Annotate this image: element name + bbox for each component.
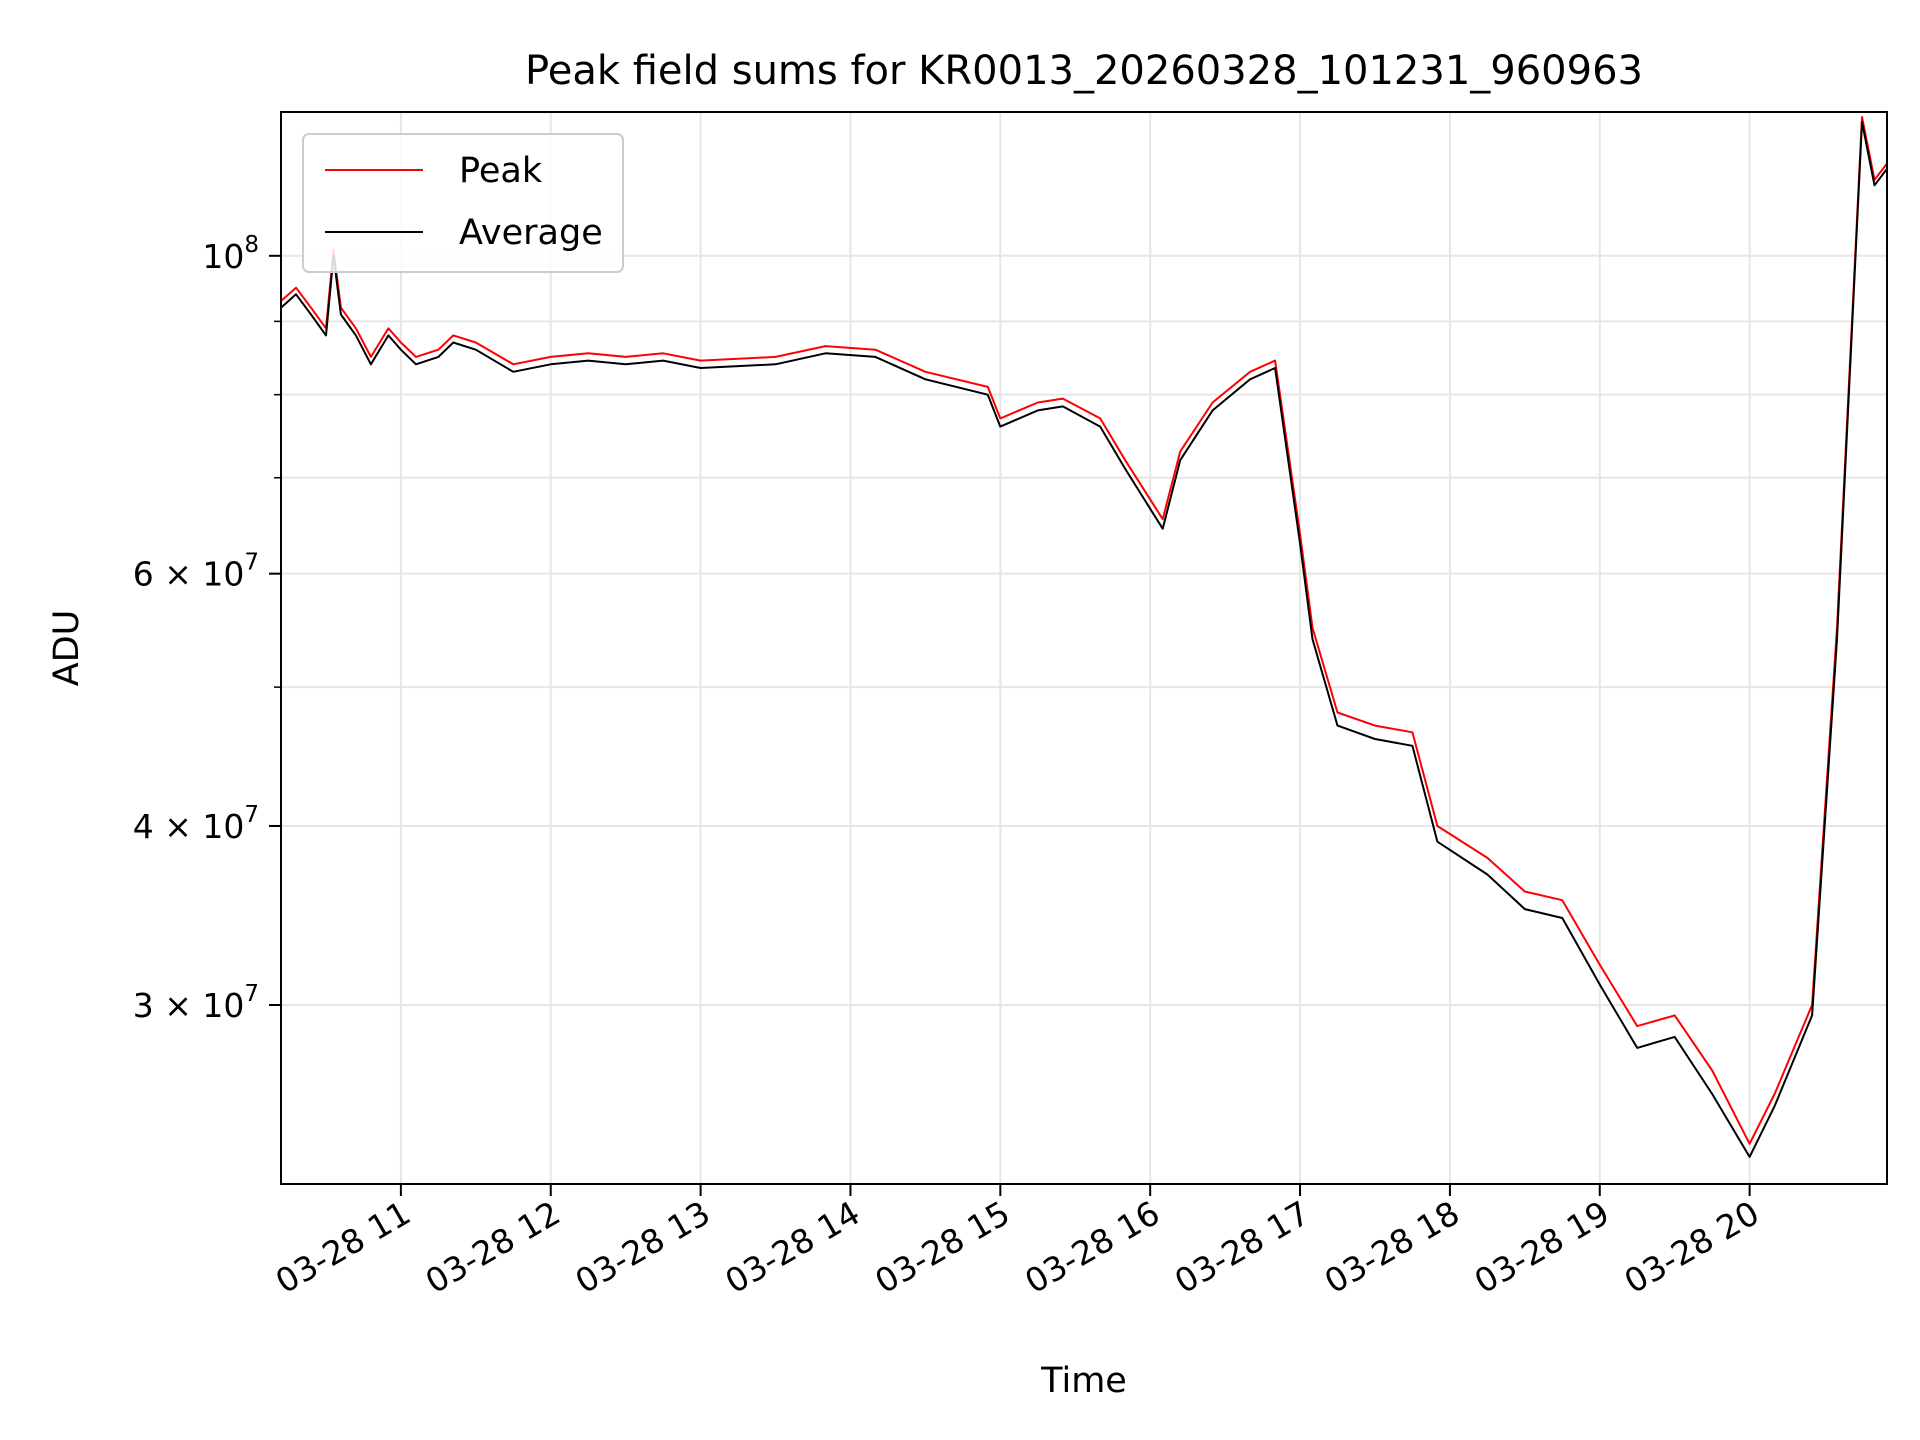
legend: Peak Average [302, 133, 624, 273]
grid-layer [281, 112, 1887, 1184]
chart-title: Peak field sums for KR0013_20260328_1012… [525, 48, 1643, 94]
x-axis-label: Time [1040, 1361, 1127, 1401]
legend-box [302, 133, 624, 273]
legend-label-peak: Peak [459, 151, 543, 191]
series-line-peak [280, 116, 1888, 1145]
y-tick-label: 3 × 107 [133, 981, 259, 1025]
plot-frame [280, 111, 1888, 1185]
y-axis-label: ADU [47, 610, 87, 687]
series-layer [280, 116, 1888, 1158]
series-line-average [280, 121, 1888, 1158]
legend-label-average: Average [459, 213, 603, 253]
y-tick-label: 4 × 107 [133, 802, 259, 846]
y-tick-label: 6 × 107 [133, 550, 259, 594]
